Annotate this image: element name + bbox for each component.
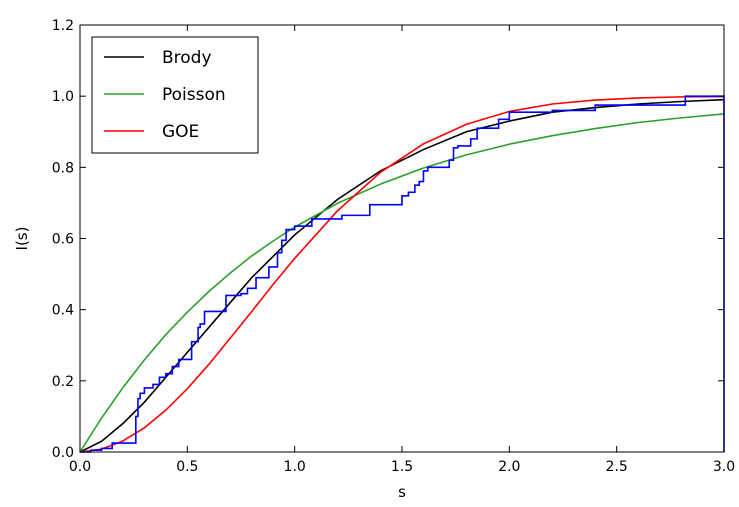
- legend: Brody Poisson GOE: [91, 36, 259, 154]
- ticks-layer: 0.0 0.5 1.0 1.5 2.0 2.5 3.0 0.0 0.2 0.4 0.6 0.8 1.0 1…: [52, 18, 735, 475]
- x-tick-label: 1.0: [284, 459, 306, 475]
- series-line-goe: [79, 95, 725, 453]
- legend-label-brody: Brody: [162, 48, 212, 68]
- x-tick-label: 3.0: [713, 459, 735, 475]
- series-layer: [79, 95, 725, 453]
- y-tick-label: 0.0: [52, 445, 74, 461]
- x-axis-label: s: [398, 483, 406, 501]
- y-axis-label: I(s): [13, 227, 31, 251]
- legend-label-poisson: Poisson: [162, 85, 226, 105]
- y-tick-label: 1.0: [52, 89, 74, 105]
- series-line-brody: [79, 98, 725, 453]
- x-tick-label: 1.5: [391, 459, 413, 475]
- y-tick-label: 0.8: [52, 160, 74, 176]
- y-tick-label: 0.6: [52, 232, 74, 248]
- legend-label-goe: GOE: [162, 122, 199, 142]
- y-tick-label: 0.4: [52, 303, 74, 319]
- x-tick-label: 2.0: [498, 459, 520, 475]
- y-tick-label: 0.2: [52, 374, 74, 390]
- series-line-empirical-step: [80, 95, 725, 453]
- x-tick-label: 0.5: [176, 459, 198, 475]
- x-tick-label: 0.0: [69, 459, 91, 475]
- x-tick-label: 2.5: [606, 459, 628, 475]
- y-tick-label: 1.2: [52, 18, 74, 34]
